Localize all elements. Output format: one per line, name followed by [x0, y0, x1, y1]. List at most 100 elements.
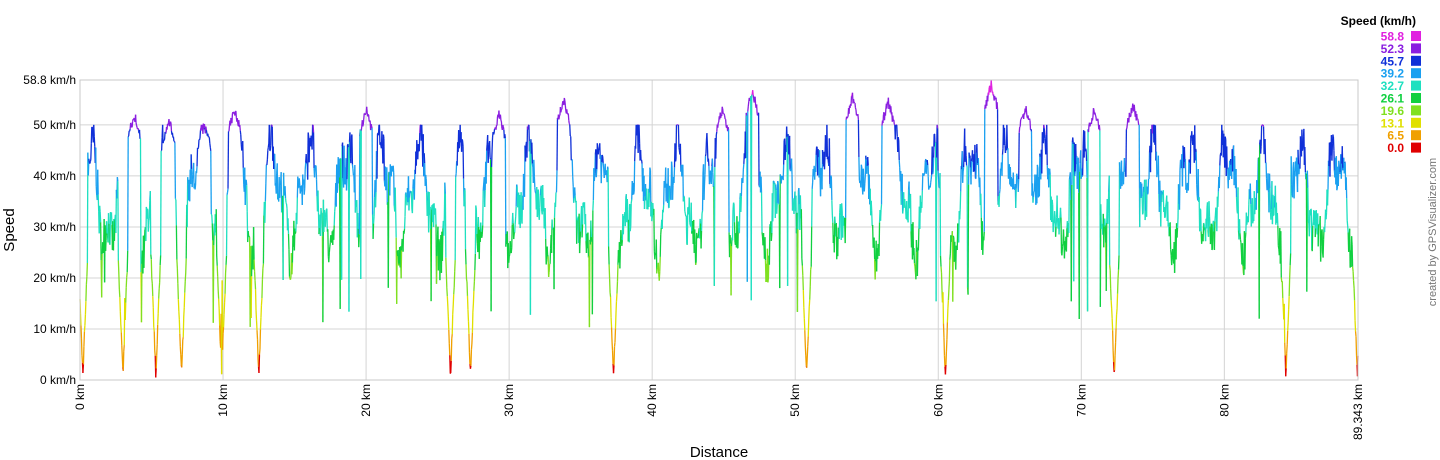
legend-value: 58.8 [1381, 30, 1405, 44]
speed-segment [365, 112, 367, 115]
speed-segment [211, 223, 214, 241]
legend-value: 26.1 [1381, 92, 1405, 106]
x-tick-label: 20 km [359, 384, 373, 417]
speed-segment [97, 194, 100, 212]
speed-segment [228, 125, 231, 132]
y-tick-label: 0 km/h [40, 373, 76, 387]
speed-segment [1059, 207, 1062, 218]
legend-swatch [1411, 130, 1421, 141]
credit-text: created by GPSVisualizer.com [1427, 158, 1439, 306]
speed-segment [1053, 211, 1056, 217]
speed-segment [1068, 179, 1071, 233]
speed-segment [1074, 171, 1076, 177]
speed-segment [675, 124, 678, 160]
speed-segment [425, 174, 427, 179]
speed-segment [814, 154, 817, 172]
speed-segment [820, 167, 823, 170]
speed-segment [746, 111, 749, 282]
speed-segment [587, 232, 590, 258]
speed-segment [1142, 212, 1144, 215]
x-tick-label: 0 km [73, 384, 87, 410]
speed-segment [757, 112, 760, 186]
speed-segment [760, 192, 763, 233]
legend-value: 13.1 [1381, 116, 1405, 130]
speed-segment [291, 262, 294, 275]
speed-segment [715, 134, 717, 159]
speed-segment [1219, 154, 1221, 166]
speed-segment [143, 242, 146, 268]
legend-swatch [1411, 55, 1421, 66]
speed-segment [86, 262, 89, 277]
legend-value: 45.7 [1381, 54, 1405, 68]
speed-segment [444, 193, 447, 258]
speed-segment [83, 331, 86, 347]
speed-segment [476, 234, 478, 244]
speed-segment [606, 166, 609, 170]
speed-segment [1344, 161, 1346, 163]
speed-segment [262, 215, 265, 264]
speed-segment [1347, 225, 1349, 233]
speed-segment [245, 179, 248, 186]
speed-segment [558, 114, 561, 117]
speed-segment [493, 128, 496, 134]
speed-segment [937, 170, 940, 180]
speed-segment [942, 323, 945, 338]
speed-segment [410, 191, 413, 210]
speed-segment [880, 204, 883, 211]
x-tick-label: 40 km [645, 384, 659, 417]
speed-segment [686, 207, 689, 245]
speed-segment [496, 116, 499, 126]
speed-segment [1156, 172, 1159, 178]
speed-segment [313, 165, 316, 178]
speed-segment [595, 168, 598, 178]
speed-segment [1116, 293, 1119, 309]
speed-segment [533, 159, 536, 177]
speed-segment [208, 137, 211, 144]
speed-segment [385, 186, 387, 191]
speed-segment [177, 283, 179, 300]
speed-segment [513, 233, 515, 240]
speed-segment [1224, 136, 1227, 140]
speed-segment [678, 147, 681, 151]
speed-segment [1020, 118, 1022, 121]
speed-segment [253, 271, 256, 281]
speed-segment [1182, 145, 1185, 150]
speed-segment [1110, 308, 1113, 319]
speed-segment [1307, 187, 1309, 222]
speed-segment [490, 166, 493, 312]
speed-segment [980, 193, 982, 218]
speed-segment [362, 124, 364, 127]
x-tick-label: 80 km [1217, 384, 1231, 417]
speed-segment [367, 114, 370, 122]
speed-segment [80, 325, 83, 339]
speed-segment [1036, 164, 1039, 169]
y-tick-label: 20 km/h [33, 271, 76, 285]
speed-segment [516, 184, 518, 187]
speed-segment [225, 194, 228, 256]
speed-segment [240, 134, 242, 145]
y-tick-label: 10 km/h [33, 322, 76, 336]
speed-segment [709, 170, 712, 176]
speed-segment [703, 174, 706, 185]
speed-segment [615, 293, 618, 302]
speed-segment [857, 119, 860, 157]
speed-segment [1267, 173, 1270, 193]
speed-segment [413, 169, 416, 200]
speed-segment [191, 179, 194, 188]
speed-segment [416, 140, 418, 152]
speed-segment [159, 150, 162, 256]
legend-value: 6.5 [1387, 129, 1404, 143]
speed-segment [877, 243, 880, 249]
speed-segment [117, 260, 120, 274]
speed-segment [285, 202, 288, 205]
speed-segment [826, 124, 829, 160]
speed-segment [453, 271, 456, 288]
speed-segment [601, 154, 604, 157]
speed-segment [1238, 219, 1241, 234]
speed-segment [564, 100, 566, 106]
speed-segment [729, 235, 732, 244]
speed-segment [305, 154, 308, 164]
speed-segment [866, 165, 868, 174]
speed-segment [467, 321, 470, 334]
speed-segment [581, 224, 584, 238]
